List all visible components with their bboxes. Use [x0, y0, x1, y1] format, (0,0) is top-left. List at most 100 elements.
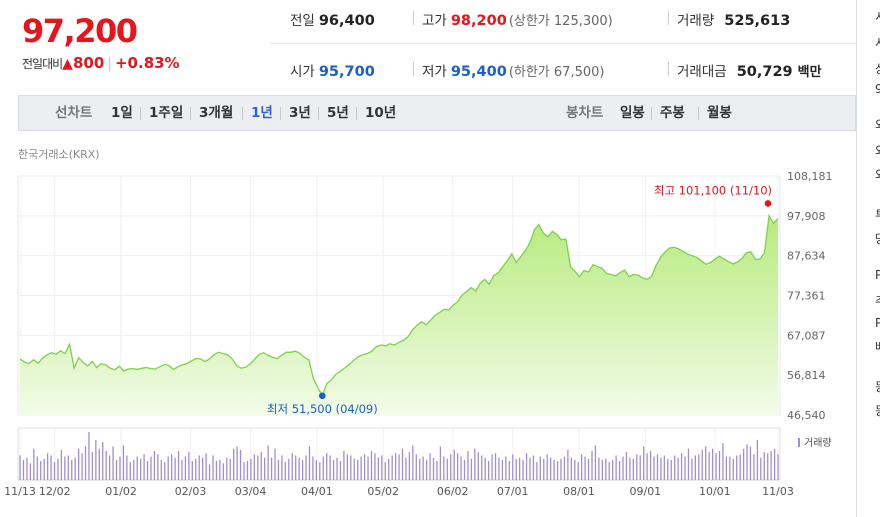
max-price-label: 최고 101,100 (11/10)	[654, 183, 772, 197]
volume-bar	[388, 458, 390, 480]
volume-bar	[139, 458, 142, 480]
volume-bar	[71, 459, 73, 480]
volume-bar	[477, 452, 479, 480]
volume-bar	[181, 459, 183, 480]
volume-bar	[419, 458, 421, 480]
volume-bar	[773, 448, 776, 480]
volume-bar	[177, 450, 180, 480]
volume-bar	[491, 454, 493, 480]
volume-bar	[615, 455, 617, 480]
tab-line-chart[interactable]: 선차트	[55, 105, 93, 121]
volume-bar	[405, 457, 407, 480]
tab-candle-monthly[interactable]: 월봉	[707, 105, 732, 121]
change-label: 전일대비	[22, 57, 63, 71]
volume-bar	[408, 452, 411, 480]
tab-period-1w[interactable]: 1주일	[149, 105, 184, 121]
price-chart[interactable]: 108,181 97,908 87,634 77,361 67,087 56,814 46,…	[0, 160, 856, 517]
volume-bar	[711, 448, 714, 480]
volume-bar	[205, 453, 207, 480]
volume-bar	[653, 456, 655, 480]
open-value: 95,700	[318, 64, 375, 80]
volume-bar	[508, 461, 510, 480]
x-axis-labels: 11/13 12/02 01/02 02/03 03/04 04/01 05/02 06/02…	[4, 485, 794, 498]
x-tick-label: 09/01	[629, 485, 661, 498]
volume-bar	[470, 458, 473, 480]
tab-period-3m[interactable]: 3개월	[199, 105, 234, 121]
sidebar-fragment: 외	[875, 166, 880, 183]
sidebar-fragment: 9	[875, 82, 880, 96]
change-info: 전일대비▲800 | +0.83%	[22, 54, 180, 72]
volume-bar	[532, 455, 535, 480]
y-tick-label: 97,908	[787, 210, 826, 223]
volume-bar	[67, 455, 69, 480]
x-tick-label: 07/01	[497, 485, 529, 498]
volume-bar	[46, 453, 49, 480]
prev-close-value: 96,400	[318, 13, 375, 29]
volume-bar	[677, 457, 679, 480]
volume-bar	[215, 461, 218, 480]
tab-candle-daily[interactable]: 일봉	[620, 105, 645, 121]
summary-divider	[413, 62, 414, 76]
volume-bar	[29, 463, 32, 480]
chart-annotations: 최고 101,100 (11/10) 최저 51,500 (04/09)	[267, 183, 772, 415]
volume-bar	[742, 448, 745, 480]
volume-bar	[756, 439, 759, 480]
volume-bar	[487, 461, 490, 480]
volume-bar	[460, 456, 462, 480]
volume-bar	[353, 458, 355, 480]
tab-divider	[242, 107, 243, 120]
volume-bar	[119, 456, 121, 480]
volume-bar	[398, 454, 400, 480]
tab-divider	[651, 107, 652, 120]
tab-divider	[280, 107, 281, 120]
volume-bar	[560, 458, 562, 480]
x-tick-label: 12/02	[39, 485, 71, 498]
volume-bar	[95, 439, 97, 480]
summary-divider	[413, 11, 414, 25]
volume-bar	[153, 450, 156, 480]
volume-bars: 거래량	[19, 432, 832, 480]
volume-bar	[381, 455, 383, 480]
volume-bar	[195, 458, 197, 480]
tab-period-5y[interactable]: 5년	[327, 105, 349, 121]
volume-bar	[563, 456, 566, 480]
tab-period-10y[interactable]: 10년	[365, 105, 397, 121]
sidebar-fragment: 동	[875, 378, 880, 395]
volume-bar	[102, 442, 104, 480]
volume-bar	[546, 454, 548, 480]
volume-bar	[264, 457, 266, 480]
tab-period-1d[interactable]: 1일	[111, 105, 133, 121]
tab-period-1y[interactable]: 1년	[251, 105, 273, 121]
volume-bar	[498, 457, 500, 480]
tab-period-3y[interactable]: 3년	[289, 105, 311, 121]
tab-candle-weekly[interactable]: 주봉	[660, 105, 685, 121]
volume-bar	[77, 448, 80, 480]
volume-bar	[618, 461, 621, 480]
volume-bar	[305, 455, 307, 480]
volume-bar	[536, 462, 538, 480]
x-tick-label: 04/01	[301, 485, 333, 498]
summary-row-divider	[270, 43, 856, 44]
volume-bar	[574, 459, 576, 480]
volume-bar	[288, 458, 290, 480]
volume: 거래량 525,613	[677, 9, 790, 29]
volume-bar	[126, 455, 128, 480]
y-tick-label: 77,361	[787, 289, 826, 302]
volume-bar	[60, 449, 63, 480]
volume-bar	[250, 458, 252, 480]
volume-bar	[88, 432, 90, 480]
volume-bar	[463, 459, 466, 480]
x-tick-label: 11/13	[4, 485, 36, 498]
price-line	[19, 213, 779, 398]
volume-bar	[722, 443, 724, 480]
volume-bar	[253, 454, 255, 480]
volume-bar	[336, 457, 338, 480]
volume-bar	[274, 448, 276, 480]
tab-candle-chart[interactable]: 봉차트	[566, 105, 604, 121]
day-low: 저가 95,400 (하한가 67,500)	[422, 60, 604, 80]
volume-bar	[656, 454, 659, 480]
volume-bar	[481, 455, 483, 480]
y-tick-label: 108,181	[787, 170, 833, 183]
volume-bar	[587, 458, 590, 480]
volume-bar	[322, 456, 324, 480]
